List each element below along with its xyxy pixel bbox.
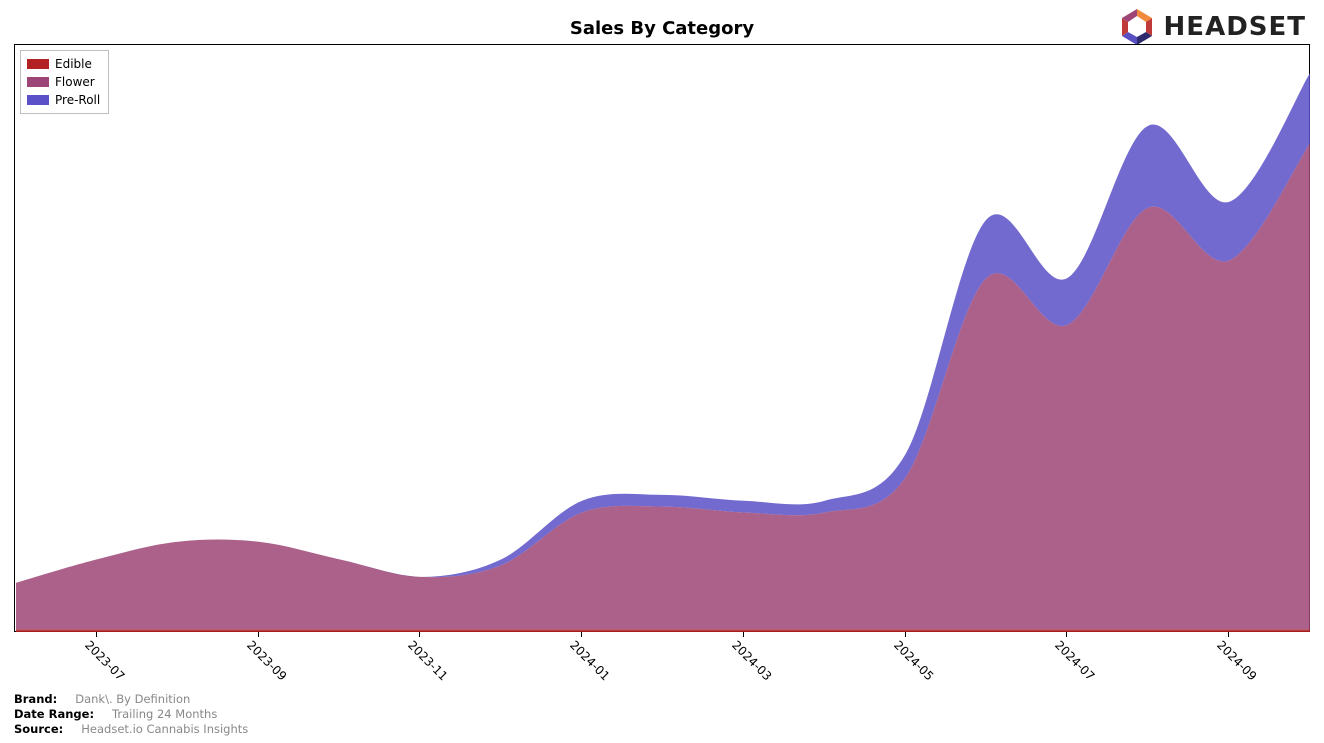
footer-label: Brand: [14,692,57,706]
footer-row: Date Range: Trailing 24 Months [14,707,248,722]
legend-swatch [27,95,49,105]
x-tick-mark [258,632,259,637]
footer-value: Dank\. By Definition [75,692,190,706]
x-tick-label: 2023-09 [244,638,289,683]
x-tick-label: 2024-03 [729,638,774,683]
footer-row: Brand: Dank\. By Definition [14,692,248,707]
x-tick-label: 2023-11 [405,638,450,683]
plot-area: EdibleFlowerPre-Roll [14,44,1310,632]
legend-label: Edible [55,55,92,73]
x-tick-mark [1228,632,1229,637]
footer-label: Source: [14,722,63,736]
footer-value: Trailing 24 Months [112,707,217,721]
x-tick-mark [1066,632,1067,637]
chart-container: Sales By Category HEADSET EdibleFlowerPr… [0,0,1324,743]
legend: EdibleFlowerPre-Roll [20,50,109,114]
x-tick-label: 2024-07 [1052,638,1097,683]
x-tick-mark [96,632,97,637]
x-tick-mark [581,632,582,637]
legend-item: Edible [27,55,100,73]
legend-item: Pre-Roll [27,91,100,109]
legend-item: Flower [27,73,100,91]
x-tick-label: 2023-07 [82,638,127,683]
x-tick-mark [419,632,420,637]
x-tick-mark [905,632,906,637]
x-tick-label: 2024-09 [1214,638,1259,683]
legend-label: Flower [55,73,95,91]
stacked-area-svg [15,45,1311,633]
footer-row: Source: Headset.io Cannabis Insights [14,722,248,737]
chart-footer: Brand: Dank\. By DefinitionDate Range: Tra… [14,692,248,737]
x-tick-label: 2024-01 [567,638,612,683]
legend-swatch [27,59,49,69]
x-tick-label: 2024-05 [891,638,936,683]
x-tick-mark [743,632,744,637]
footer-value: Headset.io Cannabis Insights [81,722,248,736]
headset-logo-icon [1116,6,1158,48]
legend-label: Pre-Roll [55,91,100,109]
legend-swatch [27,77,49,87]
brand-logo-text: HEADSET [1164,12,1306,42]
footer-label: Date Range: [14,707,94,721]
brand-logo: HEADSET [1116,6,1306,48]
area-edible [16,630,1310,632]
